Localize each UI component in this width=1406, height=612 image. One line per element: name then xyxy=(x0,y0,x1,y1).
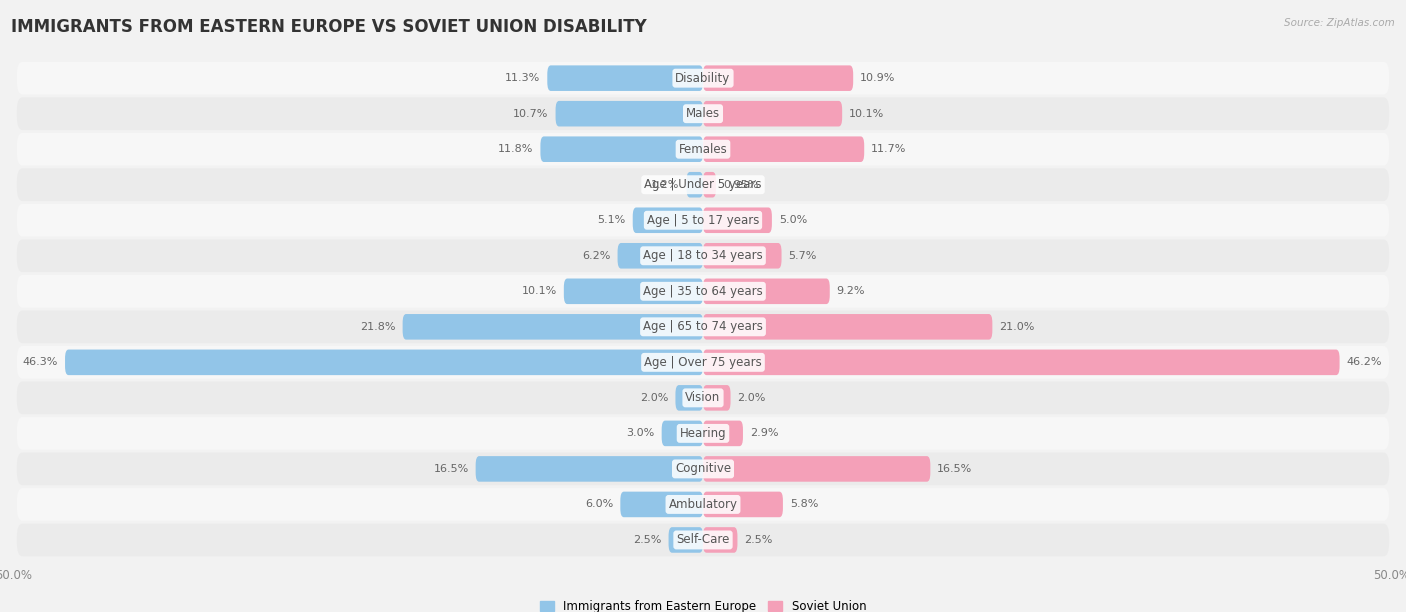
FancyBboxPatch shape xyxy=(703,65,853,91)
Text: 46.2%: 46.2% xyxy=(1347,357,1382,367)
FancyBboxPatch shape xyxy=(633,207,703,233)
Text: Age | 5 to 17 years: Age | 5 to 17 years xyxy=(647,214,759,227)
FancyBboxPatch shape xyxy=(17,275,1389,308)
Text: 5.1%: 5.1% xyxy=(598,215,626,225)
FancyBboxPatch shape xyxy=(17,417,1389,450)
FancyBboxPatch shape xyxy=(17,204,1389,237)
Text: Self-Care: Self-Care xyxy=(676,534,730,547)
FancyBboxPatch shape xyxy=(703,207,772,233)
FancyBboxPatch shape xyxy=(17,524,1389,556)
Text: 9.2%: 9.2% xyxy=(837,286,865,296)
FancyBboxPatch shape xyxy=(669,527,703,553)
FancyBboxPatch shape xyxy=(675,385,703,411)
FancyBboxPatch shape xyxy=(703,172,716,198)
FancyBboxPatch shape xyxy=(703,136,865,162)
FancyBboxPatch shape xyxy=(17,133,1389,166)
FancyBboxPatch shape xyxy=(703,349,1340,375)
FancyBboxPatch shape xyxy=(703,456,931,482)
Text: 11.3%: 11.3% xyxy=(505,73,540,83)
FancyBboxPatch shape xyxy=(703,385,731,411)
FancyBboxPatch shape xyxy=(620,491,703,517)
FancyBboxPatch shape xyxy=(703,278,830,304)
Text: IMMIGRANTS FROM EASTERN EUROPE VS SOVIET UNION DISABILITY: IMMIGRANTS FROM EASTERN EUROPE VS SOVIET… xyxy=(11,18,647,36)
Text: Disability: Disability xyxy=(675,72,731,84)
Text: 5.7%: 5.7% xyxy=(789,251,817,261)
FancyBboxPatch shape xyxy=(17,452,1389,485)
Text: 10.7%: 10.7% xyxy=(513,109,548,119)
Text: 2.0%: 2.0% xyxy=(738,393,766,403)
Text: 10.1%: 10.1% xyxy=(849,109,884,119)
Text: 46.3%: 46.3% xyxy=(22,357,58,367)
Text: Age | 65 to 74 years: Age | 65 to 74 years xyxy=(643,320,763,334)
Text: 2.5%: 2.5% xyxy=(744,535,773,545)
FancyBboxPatch shape xyxy=(17,97,1389,130)
Text: Hearing: Hearing xyxy=(679,427,727,440)
Text: 6.2%: 6.2% xyxy=(582,251,610,261)
Text: Source: ZipAtlas.com: Source: ZipAtlas.com xyxy=(1284,18,1395,28)
Text: 2.0%: 2.0% xyxy=(640,393,669,403)
FancyBboxPatch shape xyxy=(540,136,703,162)
Text: 16.5%: 16.5% xyxy=(938,464,973,474)
Text: 10.9%: 10.9% xyxy=(860,73,896,83)
FancyBboxPatch shape xyxy=(703,243,782,269)
FancyBboxPatch shape xyxy=(555,101,703,127)
FancyBboxPatch shape xyxy=(703,101,842,127)
Text: Ambulatory: Ambulatory xyxy=(668,498,738,511)
FancyBboxPatch shape xyxy=(17,310,1389,343)
Text: 11.7%: 11.7% xyxy=(872,144,907,154)
FancyBboxPatch shape xyxy=(17,381,1389,414)
Text: 16.5%: 16.5% xyxy=(433,464,468,474)
Text: Age | 18 to 34 years: Age | 18 to 34 years xyxy=(643,249,763,263)
Text: 21.8%: 21.8% xyxy=(360,322,395,332)
Text: Age | Over 75 years: Age | Over 75 years xyxy=(644,356,762,369)
Text: Females: Females xyxy=(679,143,727,155)
FancyBboxPatch shape xyxy=(17,239,1389,272)
FancyBboxPatch shape xyxy=(65,349,703,375)
Text: 5.8%: 5.8% xyxy=(790,499,818,509)
FancyBboxPatch shape xyxy=(564,278,703,304)
Text: 5.0%: 5.0% xyxy=(779,215,807,225)
Text: 0.95%: 0.95% xyxy=(723,180,758,190)
FancyBboxPatch shape xyxy=(402,314,703,340)
Text: Cognitive: Cognitive xyxy=(675,463,731,476)
Text: 10.1%: 10.1% xyxy=(522,286,557,296)
Text: Age | Under 5 years: Age | Under 5 years xyxy=(644,178,762,191)
Legend: Immigrants from Eastern Europe, Soviet Union: Immigrants from Eastern Europe, Soviet U… xyxy=(534,595,872,612)
FancyBboxPatch shape xyxy=(17,346,1389,379)
Text: 2.5%: 2.5% xyxy=(633,535,662,545)
FancyBboxPatch shape xyxy=(617,243,703,269)
FancyBboxPatch shape xyxy=(686,172,703,198)
FancyBboxPatch shape xyxy=(703,314,993,340)
Text: 3.0%: 3.0% xyxy=(627,428,655,438)
Text: 21.0%: 21.0% xyxy=(1000,322,1035,332)
FancyBboxPatch shape xyxy=(17,488,1389,521)
FancyBboxPatch shape xyxy=(547,65,703,91)
Text: 1.2%: 1.2% xyxy=(651,180,679,190)
FancyBboxPatch shape xyxy=(703,491,783,517)
Text: Vision: Vision xyxy=(685,391,721,405)
FancyBboxPatch shape xyxy=(17,168,1389,201)
Text: 11.8%: 11.8% xyxy=(498,144,533,154)
Text: Age | 35 to 64 years: Age | 35 to 64 years xyxy=(643,285,763,298)
FancyBboxPatch shape xyxy=(703,420,742,446)
Text: 2.9%: 2.9% xyxy=(749,428,779,438)
Text: Males: Males xyxy=(686,107,720,120)
FancyBboxPatch shape xyxy=(662,420,703,446)
FancyBboxPatch shape xyxy=(17,62,1389,94)
FancyBboxPatch shape xyxy=(475,456,703,482)
Text: 6.0%: 6.0% xyxy=(585,499,613,509)
FancyBboxPatch shape xyxy=(703,527,738,553)
